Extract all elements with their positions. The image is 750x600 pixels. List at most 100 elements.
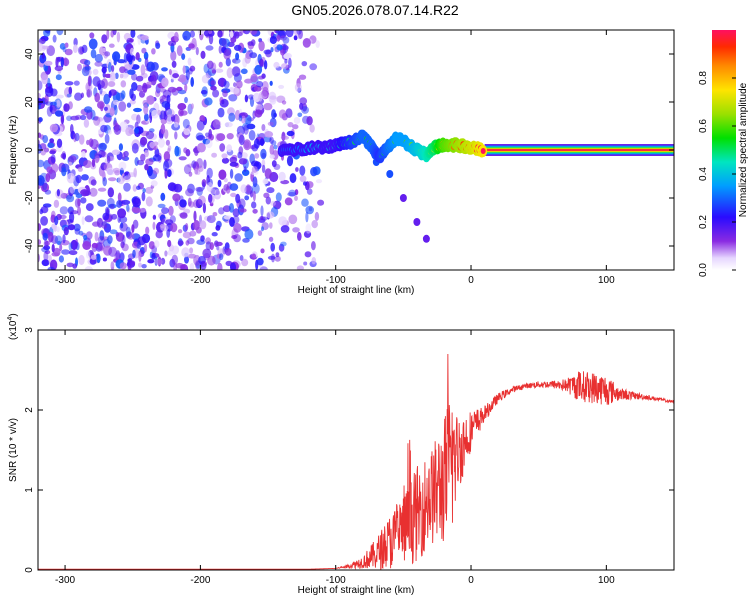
noise-speckle bbox=[68, 161, 73, 166]
noise-speckle bbox=[305, 211, 309, 223]
noise-speckle bbox=[212, 212, 218, 217]
spectrogram-x-ticks: -300 -200 -100 0 100 bbox=[55, 30, 615, 286]
noise-speckle bbox=[104, 51, 111, 57]
noise-speckle bbox=[47, 142, 55, 149]
noise-speckle bbox=[288, 57, 292, 68]
x-tick-label: 100 bbox=[598, 275, 615, 286]
noise-speckle bbox=[55, 74, 62, 81]
noise-speckle bbox=[278, 216, 288, 226]
noise-speckle bbox=[202, 181, 206, 190]
noise-speckle bbox=[244, 78, 253, 84]
noise-speckle bbox=[285, 108, 293, 118]
noise-speckle bbox=[127, 172, 136, 178]
noise-speckle bbox=[155, 42, 161, 49]
noise-speckle bbox=[94, 61, 103, 67]
noise-speckle bbox=[244, 94, 249, 103]
noise-speckle bbox=[263, 192, 270, 199]
signal-blob-inner bbox=[480, 148, 486, 154]
noise-speckle bbox=[182, 30, 191, 41]
noise-speckle bbox=[224, 248, 232, 256]
noise-speckle bbox=[38, 239, 42, 245]
colorbar-tick-label: 0.8 bbox=[698, 71, 709, 85]
noise-speckle bbox=[64, 48, 73, 56]
noise-speckle bbox=[113, 99, 120, 106]
noise-speckle bbox=[75, 193, 83, 198]
noise-speckle bbox=[317, 199, 325, 206]
noise-speckle bbox=[128, 128, 135, 135]
noise-speckle bbox=[296, 30, 302, 35]
noise-speckle bbox=[221, 157, 230, 164]
noise-speckle bbox=[93, 115, 101, 126]
noise-speckle bbox=[138, 262, 142, 268]
noise-speckle bbox=[79, 114, 87, 121]
noise-speckle bbox=[75, 114, 82, 120]
noise-speckle bbox=[85, 231, 93, 240]
noise-speckle bbox=[127, 69, 136, 75]
noise-speckle bbox=[97, 199, 107, 207]
noise-speckle bbox=[301, 103, 308, 112]
noise-speckle bbox=[77, 206, 81, 216]
noise-speckle bbox=[196, 239, 206, 245]
noise-speckle bbox=[206, 167, 213, 179]
noise-speckle bbox=[132, 197, 141, 208]
noise-speckle bbox=[223, 49, 231, 60]
noise-speckle bbox=[298, 30, 303, 40]
colorbar-tick-label: 0.0 bbox=[698, 263, 709, 277]
noise-speckle bbox=[67, 224, 76, 231]
noise-speckle bbox=[74, 132, 80, 142]
noise-speckle bbox=[229, 161, 239, 167]
noise-speckle bbox=[131, 82, 138, 91]
noise-speckle bbox=[205, 132, 210, 137]
noise-speckle bbox=[68, 155, 77, 163]
noise-speckle bbox=[187, 197, 192, 207]
noise-speckle bbox=[205, 45, 214, 51]
noise-speckle bbox=[238, 198, 246, 209]
noise-speckle bbox=[90, 139, 99, 150]
noise-speckle bbox=[288, 214, 298, 225]
noise-speckle bbox=[68, 86, 73, 95]
noise-speckle bbox=[43, 251, 49, 262]
noise-speckle bbox=[303, 181, 307, 186]
noise-speckle bbox=[208, 30, 213, 35]
noise-speckle bbox=[61, 249, 70, 255]
noise-speckle bbox=[178, 156, 187, 161]
noise-speckle bbox=[244, 228, 254, 240]
noise-speckle bbox=[228, 94, 238, 102]
noise-speckle bbox=[120, 241, 125, 249]
noise-speckle bbox=[171, 254, 178, 265]
noise-speckle bbox=[174, 145, 180, 157]
noise-speckle bbox=[84, 59, 91, 66]
noise-speckle bbox=[195, 169, 201, 175]
noise-speckle bbox=[315, 179, 323, 184]
noise-speckle bbox=[38, 159, 45, 168]
noise-speckle bbox=[225, 57, 231, 67]
noise-speckle bbox=[86, 84, 93, 91]
noise-speckle bbox=[223, 178, 228, 183]
noise-speckle bbox=[81, 44, 88, 54]
noise-speckle bbox=[258, 216, 266, 224]
noise-speckle bbox=[151, 48, 156, 55]
noise-speckle bbox=[259, 266, 268, 270]
noise-speckle bbox=[252, 208, 258, 214]
noise-speckle bbox=[228, 112, 236, 122]
noise-speckle bbox=[109, 107, 115, 117]
noise-speckle bbox=[276, 44, 283, 51]
noise-speckle bbox=[143, 104, 149, 115]
noise-speckle bbox=[229, 168, 234, 179]
x-tick-label: -200 bbox=[190, 275, 210, 286]
noise-speckle bbox=[257, 230, 263, 237]
snr-background bbox=[38, 330, 674, 570]
noise-speckle bbox=[217, 107, 225, 118]
noise-speckle bbox=[152, 221, 156, 230]
noise-speckle bbox=[136, 84, 143, 92]
x-tick-label: -200 bbox=[190, 575, 210, 586]
noise-speckle bbox=[262, 178, 269, 185]
noise-speckle bbox=[50, 154, 56, 164]
noise-speckle bbox=[70, 239, 78, 251]
noise-speckle bbox=[51, 235, 59, 245]
noise-speckle bbox=[135, 52, 140, 61]
noise-speckle bbox=[103, 106, 108, 111]
x-tick-label: -100 bbox=[326, 575, 346, 586]
noise-speckle bbox=[64, 42, 69, 48]
noise-speckle bbox=[116, 31, 121, 43]
